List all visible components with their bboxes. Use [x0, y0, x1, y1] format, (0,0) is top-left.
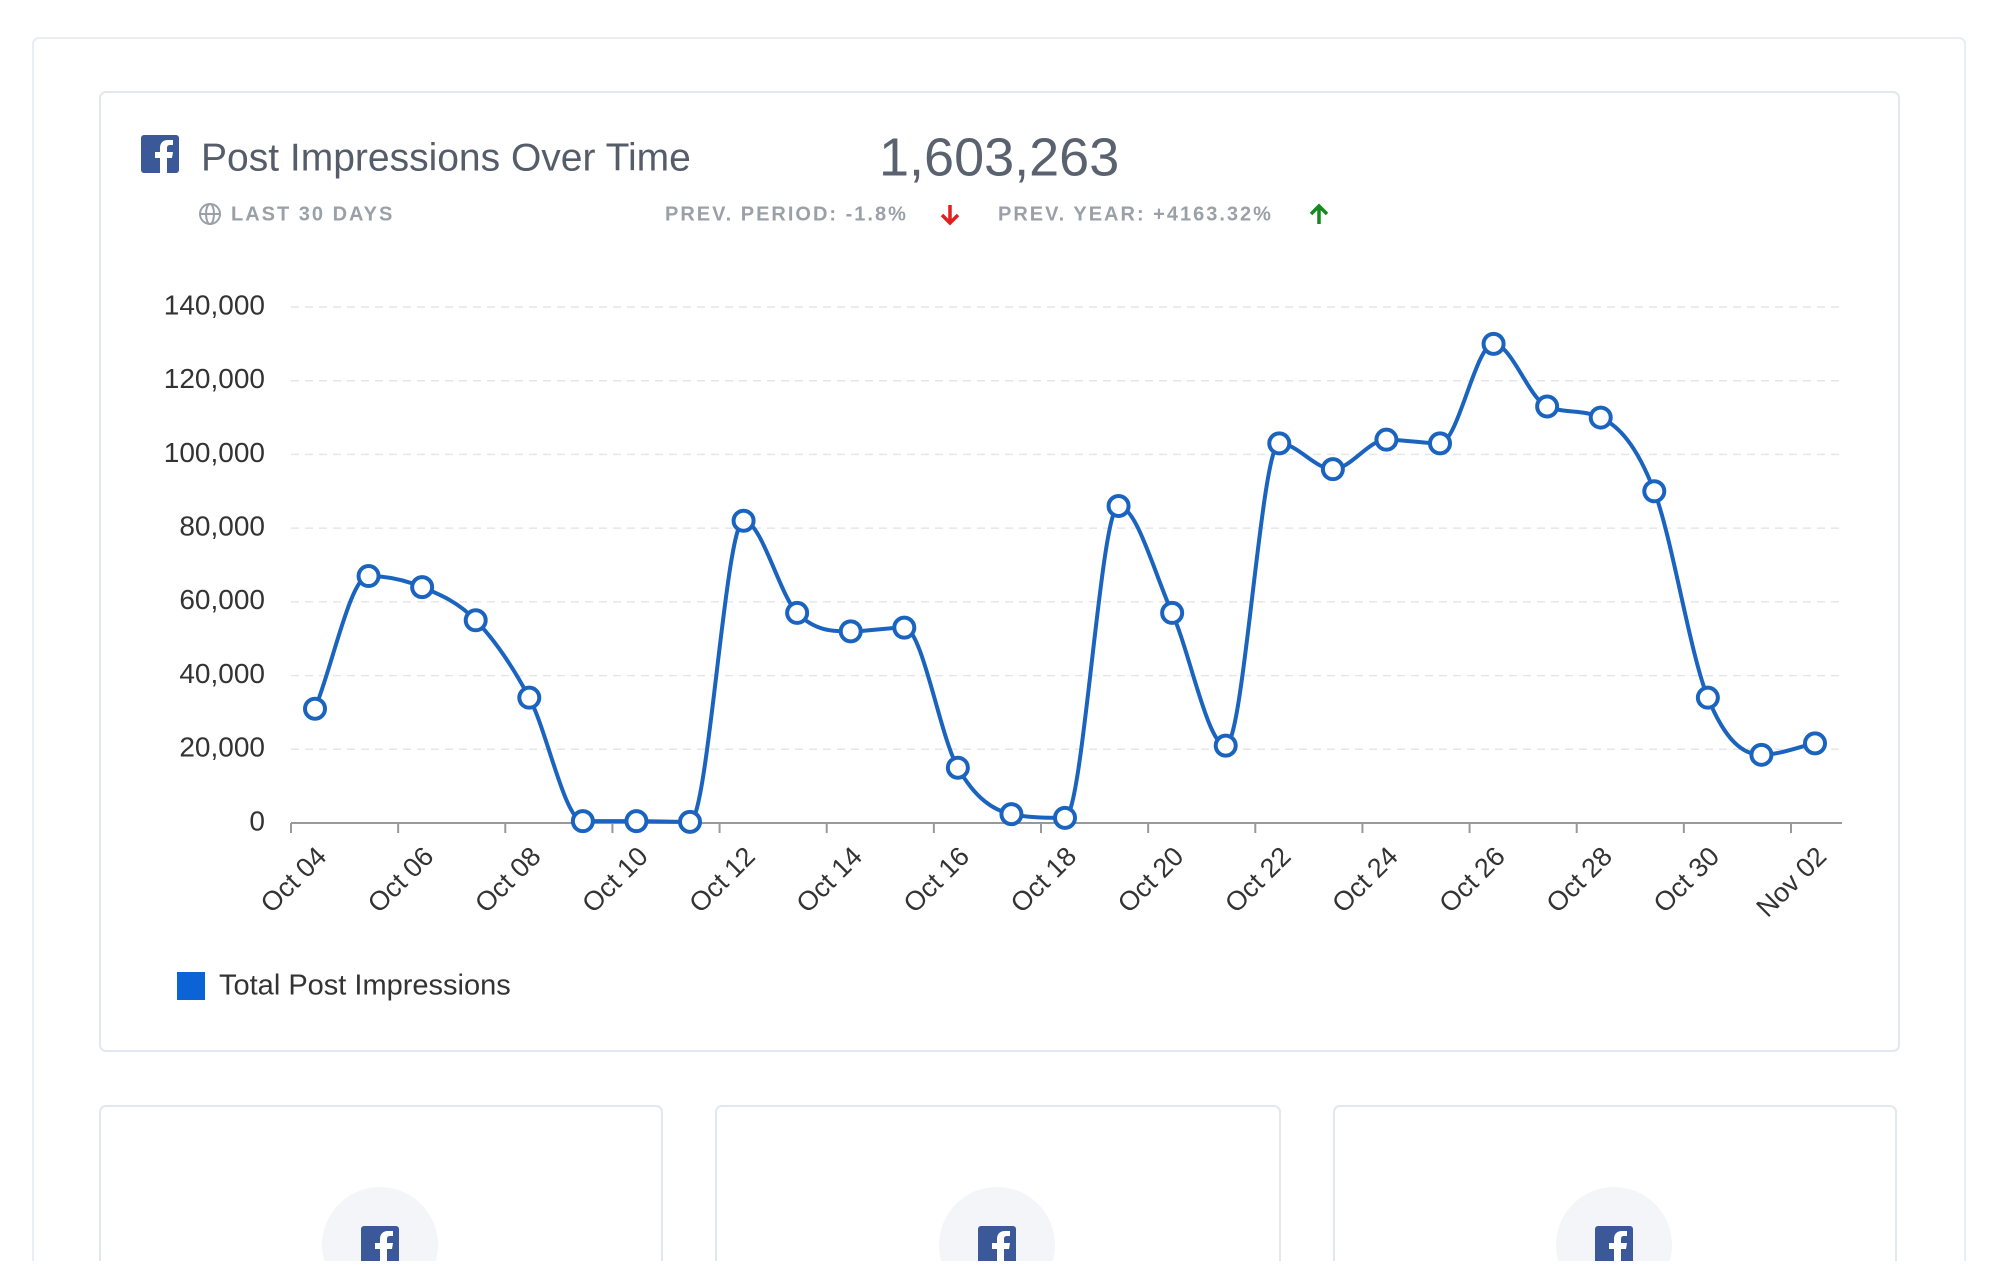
point — [1320, 457, 1345, 482]
point — [1803, 731, 1827, 756]
point — [1749, 742, 1774, 767]
bottom-cards — [99, 1105, 1897, 1265]
title: Post Impressions Over Time — [201, 136, 691, 179]
y-tick-label: 60,000 — [179, 584, 265, 615]
point — [1213, 733, 1238, 758]
prev-period: PREV. PERIOD: -1.8% — [665, 203, 908, 225]
chart-card — [99, 91, 1900, 1052]
point — [731, 508, 756, 533]
point — [678, 809, 702, 834]
facebook-icon — [141, 135, 179, 173]
point — [1374, 427, 1399, 452]
y-tick-label: 0 — [249, 805, 265, 836]
up-arrow — [1309, 203, 1329, 224]
point — [945, 755, 970, 780]
total: 1,603,263 — [879, 127, 1119, 187]
point — [356, 564, 381, 589]
point — [785, 600, 810, 625]
point — [517, 685, 542, 710]
globe-icon — [199, 203, 221, 225]
point — [1642, 479, 1667, 504]
point — [892, 615, 917, 640]
y-tick-label: 140,000 — [164, 289, 265, 320]
point — [1535, 394, 1560, 419]
point — [570, 809, 595, 834]
y-tick-label: 80,000 — [179, 511, 265, 542]
legend-label: Total Post Impressions — [219, 970, 511, 1002]
y-tick-label: 100,000 — [164, 437, 265, 468]
prev-year: PREV. YEAR: +4163.32% — [998, 203, 1273, 225]
point — [1428, 431, 1452, 456]
point — [1053, 805, 1077, 830]
point — [999, 802, 1024, 827]
period: LAST 30 DAYS — [231, 203, 394, 225]
point — [1481, 331, 1506, 356]
point — [624, 809, 649, 834]
point — [1160, 600, 1185, 625]
point — [1588, 405, 1613, 430]
point — [410, 575, 435, 600]
y-tick-label: 120,000 — [164, 363, 265, 394]
down-arrow — [940, 205, 960, 226]
point — [1695, 685, 1720, 710]
point — [463, 608, 488, 633]
point — [303, 696, 327, 721]
legend-swatch — [177, 972, 205, 1000]
point — [838, 619, 863, 644]
point — [1106, 494, 1131, 519]
y-tick-label: 40,000 — [179, 658, 265, 689]
point — [1267, 431, 1292, 456]
y-tick-label: 20,000 — [179, 732, 265, 763]
